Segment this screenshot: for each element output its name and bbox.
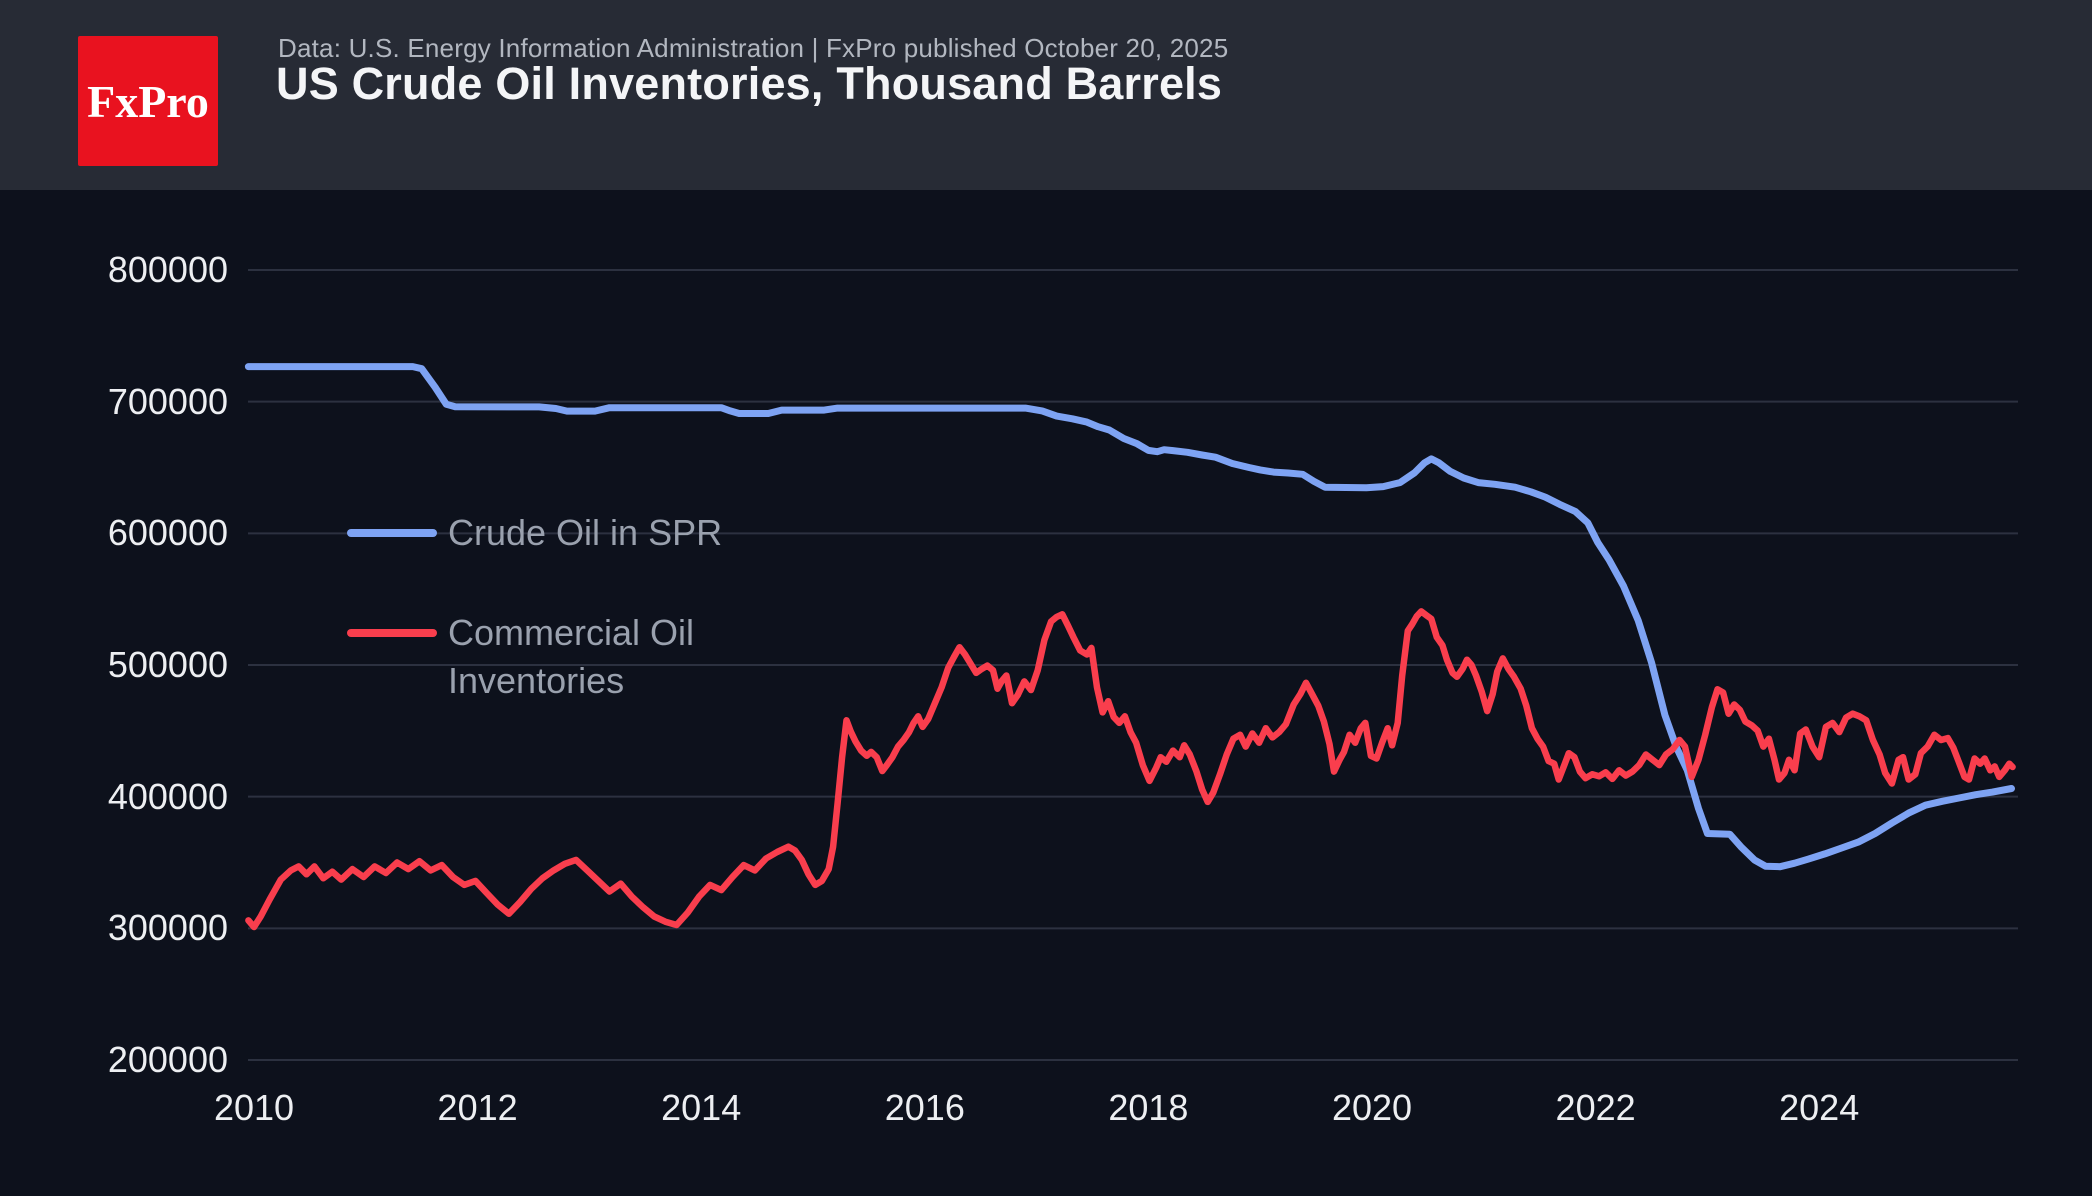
series-line-spr[interactable] [244, 363, 2015, 871]
header: FxPro Data: U.S. Energy Information Admi… [0, 0, 2092, 190]
legend-swatch-commercial [347, 629, 437, 637]
gridlines [248, 268, 2018, 1061]
y-axis-label: 300000 [107, 907, 228, 949]
x-axis-label: 2016 [884, 1087, 965, 1128]
legend-label-commercial: Commercial Oil Inventories [448, 612, 695, 701]
y-axis-label: 400000 [107, 775, 228, 817]
y-axis-label: 200000 [107, 1039, 228, 1080]
x-axis-label: 2014 [661, 1087, 742, 1128]
x-axis-label: 2012 [437, 1087, 518, 1128]
page-title: US Crude Oil Inventories, Thousand Barre… [276, 58, 1223, 109]
legend-swatch-spr [347, 529, 437, 537]
x-axis-label: 2010 [213, 1087, 295, 1128]
fxpro-logo-text: FxPro [87, 75, 209, 127]
x-axis-label: 2020 [1331, 1087, 1413, 1128]
y-axis-label: 500000 [107, 643, 228, 685]
legend-label-spr: Crude Oil in SPR [448, 512, 723, 553]
series-line-commercial[interactable] [245, 608, 2016, 931]
x-axis-label: 2022 [1555, 1087, 1636, 1128]
y-axis-label: 600000 [107, 512, 228, 554]
y-axis-label: 800000 [107, 248, 228, 290]
x-axis-label: 2018 [1108, 1087, 1189, 1128]
fxpro-logo: FxPro [78, 36, 218, 166]
chart-source-line: Data: U.S. Energy Information Administra… [278, 33, 1229, 63]
y-axis-label: 700000 [107, 380, 228, 422]
x-axis-label: 2024 [1779, 1087, 1860, 1128]
